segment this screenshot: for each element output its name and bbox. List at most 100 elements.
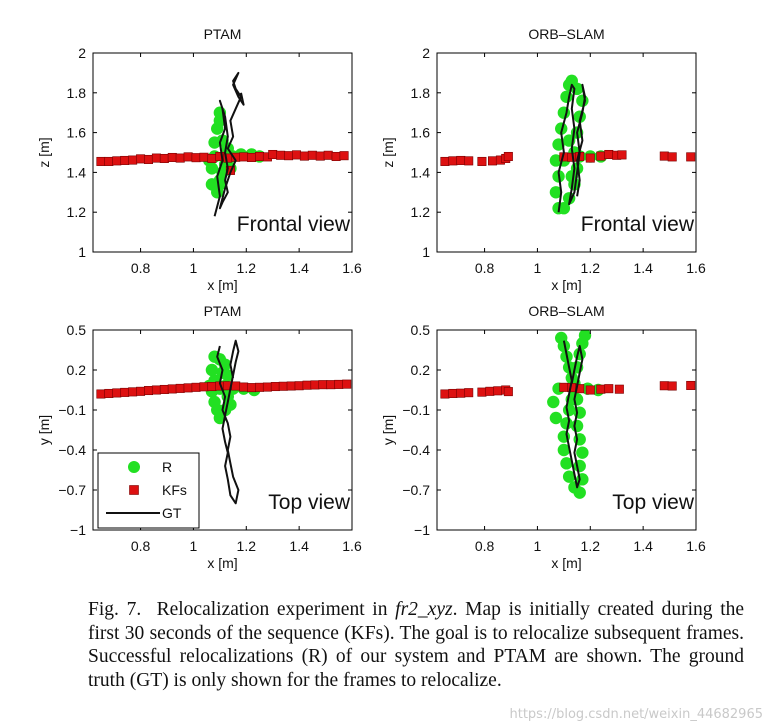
y-tick-label: −0.1	[402, 402, 430, 418]
r-point	[562, 403, 576, 417]
kf-marker	[686, 152, 696, 162]
kf-marker	[440, 389, 450, 399]
kf-marker	[136, 154, 146, 164]
x-tick-label: 1.6	[686, 538, 706, 554]
kf-marker	[167, 384, 177, 394]
x-tick-label: 1.6	[342, 538, 362, 554]
kf-marker	[456, 155, 466, 165]
y-tick-label: 1.4	[411, 164, 431, 180]
r-point	[560, 417, 573, 430]
r-point	[557, 339, 571, 353]
r-point	[547, 395, 560, 409]
kf-marker	[268, 149, 278, 159]
kf-marker	[617, 150, 627, 160]
y-tick-label: 1.8	[411, 85, 431, 101]
r-point	[565, 170, 578, 183]
chart-title: PTAM	[204, 303, 242, 319]
kf-marker	[183, 383, 193, 393]
kf-marker	[596, 384, 606, 394]
x-tick-label: 0.8	[475, 538, 495, 554]
chart-panel-2: 0.8 1 1.2 1.4 1.6 1 1.2 1.4 1.6 1.8 2 ORB–SLAM x [m]…	[380, 26, 706, 293]
kf-marker	[262, 382, 272, 392]
y-tick-label: 1.8	[67, 85, 87, 101]
kf-marker	[239, 382, 249, 392]
x-axis-label: x [m]	[551, 277, 581, 293]
chart-panel-4: 0.8 1 1.2 1.4 1.6 −1 −0.7 −0.4 −0.1 0.2 0.5 ORB–SLA…	[380, 303, 706, 571]
axes-box	[92, 52, 353, 253]
y-tick-label: 1.2	[67, 204, 87, 220]
kf-marker	[191, 382, 201, 392]
kf-marker	[151, 153, 161, 163]
kf-marker	[159, 384, 169, 394]
r-point	[557, 443, 571, 457]
y-tick-label: 0.5	[67, 322, 87, 338]
legend-r-marker	[128, 461, 140, 473]
kf-marker	[604, 149, 614, 159]
y-tick-label: 1	[422, 244, 430, 260]
kf-marker	[503, 387, 513, 397]
kf-marker	[270, 382, 280, 392]
r-point	[557, 202, 571, 215]
y-tick-label: 0.2	[411, 362, 431, 378]
kf-marker	[276, 150, 286, 160]
caption-text-after: . Map is initially created during the fi…	[88, 599, 745, 691]
kf-marker	[199, 382, 209, 392]
legend-box	[97, 452, 200, 529]
watermark: https://blog.csdn.net/weixin_44682965	[509, 707, 763, 722]
kf-marker	[247, 383, 257, 393]
x-tick-label: 1.4	[633, 260, 653, 276]
kf-marker	[191, 153, 201, 163]
y-axis-label: y [m]	[36, 415, 52, 445]
kf-marker	[493, 386, 503, 396]
kf-marker	[331, 151, 341, 161]
kf-marker	[614, 384, 624, 394]
kf-marker	[318, 380, 328, 390]
y-tick-label: 0.5	[411, 322, 431, 338]
caption-text-before: Relocalization experiment in	[156, 599, 396, 620]
legend-label: R	[162, 459, 172, 475]
kf-marker	[456, 388, 466, 398]
x-tick-label: 1.2	[581, 538, 601, 554]
r-point	[562, 470, 576, 483]
kf-marker	[255, 382, 265, 392]
kf-marker	[596, 151, 606, 161]
kf-marker	[175, 153, 185, 163]
x-tick-label: 1.4	[633, 538, 653, 554]
caption-sequence: fr2_xyz	[395, 599, 453, 620]
view-annotation: Top view	[268, 491, 351, 514]
y-tick-label: 2	[78, 45, 86, 61]
legend: R KFs GT	[97, 452, 200, 529]
kf-marker	[477, 387, 487, 397]
kf-marker	[575, 384, 585, 394]
kf-marker	[175, 383, 185, 393]
kf-marker	[299, 151, 309, 161]
view-annotation: Top view	[612, 491, 695, 514]
view-annotation: Frontal view	[581, 213, 695, 236]
kf-marker	[307, 150, 317, 160]
r-point	[570, 419, 584, 433]
figure-caption: Fig. 7. Relocalization experiment in fr2…	[88, 598, 744, 692]
kf-marker	[667, 152, 677, 162]
axes-box	[92, 329, 353, 531]
kf-marker	[503, 151, 513, 161]
kf-marker	[326, 380, 336, 390]
kf-marker	[136, 386, 146, 396]
r-point	[555, 122, 568, 135]
kf-marker	[255, 151, 265, 161]
kf-marker	[128, 155, 138, 165]
plot-area	[96, 339, 352, 505]
gt-line	[216, 339, 240, 505]
y-tick-label: −0.4	[402, 442, 430, 458]
r-point	[576, 94, 589, 107]
kf-marker	[120, 155, 130, 165]
y-axis-label: y [m]	[380, 415, 396, 445]
x-tick-label: 1.6	[686, 260, 706, 276]
x-axis-label: x [m]	[207, 277, 237, 293]
kf-marker	[144, 154, 154, 164]
kf-marker	[342, 379, 352, 389]
kf-marker	[477, 156, 487, 166]
kf-marker	[604, 384, 614, 394]
caption-label: Fig. 7.	[88, 599, 142, 620]
kf-marker	[278, 381, 288, 391]
kf-marker	[310, 380, 320, 390]
